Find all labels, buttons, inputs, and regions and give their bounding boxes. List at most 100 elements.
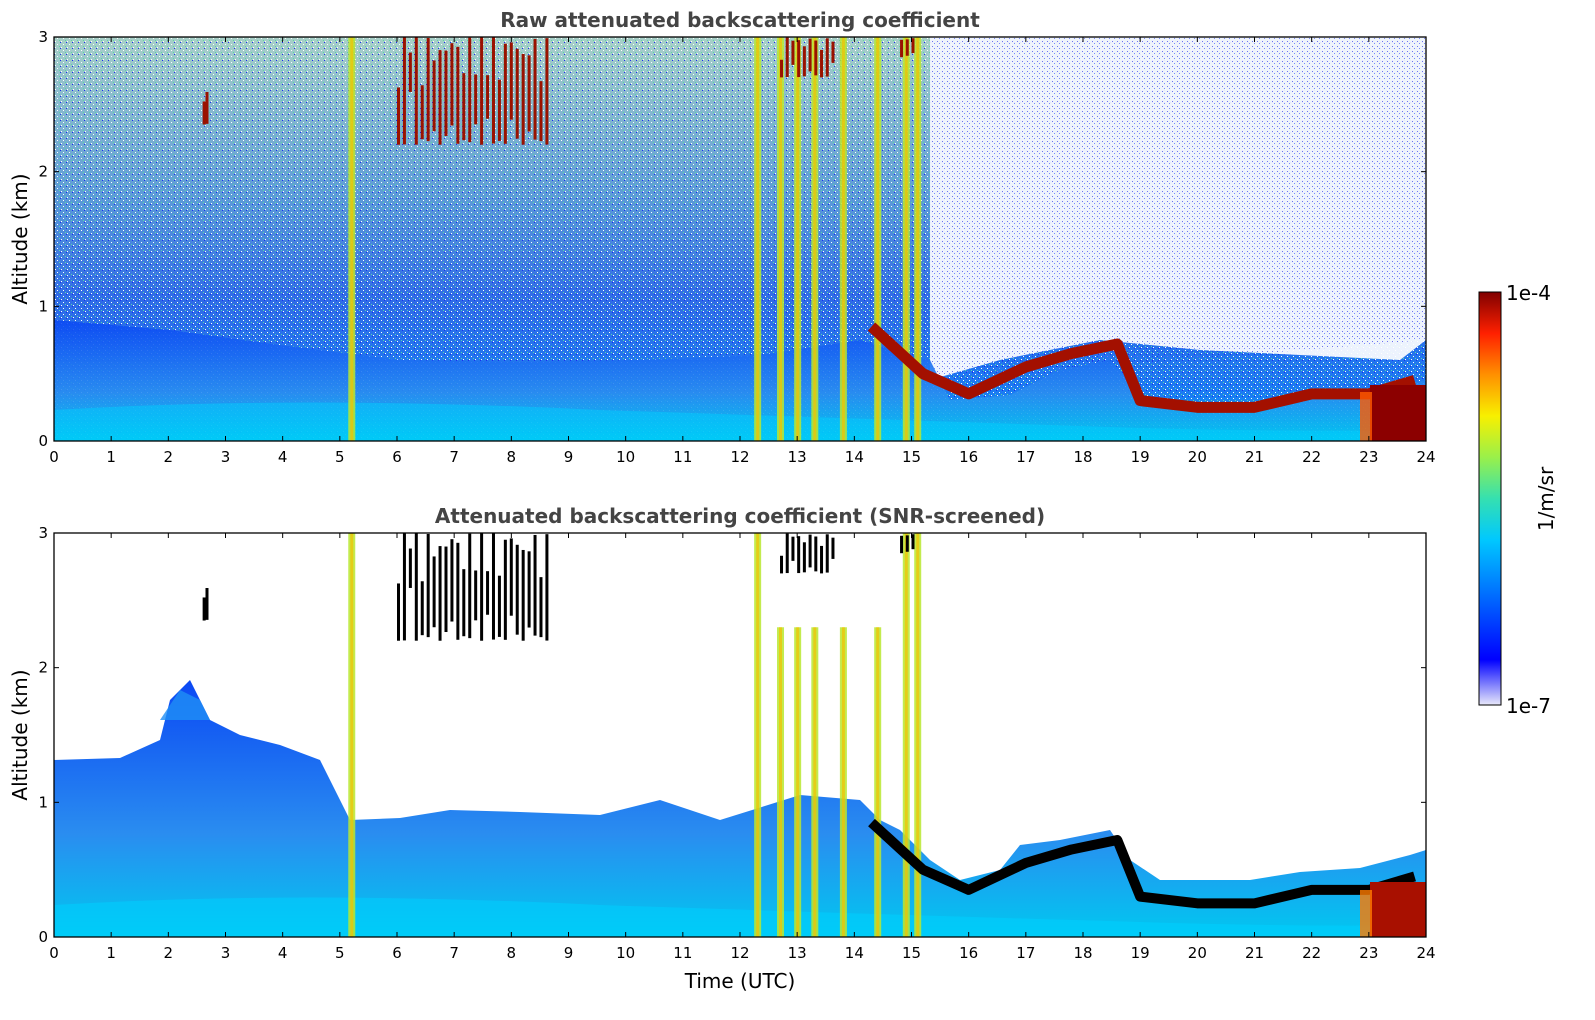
cloud-streak bbox=[825, 534, 829, 573]
cloud-streak bbox=[456, 542, 460, 640]
cloud-streak bbox=[397, 87, 400, 145]
x-tick-label: 10 bbox=[616, 944, 635, 962]
boundary-layer-top-line bbox=[868, 818, 1416, 909]
cloud-streak bbox=[456, 46, 460, 144]
cloud-streak bbox=[780, 555, 784, 574]
cloud-streak bbox=[486, 75, 490, 119]
x-tick-label: 14 bbox=[845, 448, 864, 466]
x-ticks: 0 1 2 3 4 5 6 7 8 9 10 11 12 13 14 15 16 17 18 19 20 21 22 23 24 bbox=[49, 37, 1436, 466]
raw-backscatter-panel: Raw attenuated backscattering coefficien… bbox=[8, 8, 1436, 466]
cloud-streak bbox=[420, 581, 424, 636]
x-tick-label: 21 bbox=[1245, 944, 1264, 962]
x-tick-label: 18 bbox=[1073, 944, 1092, 962]
panel-title: Raw attenuated backscattering coefficien… bbox=[500, 8, 980, 32]
x-tick-label: 8 bbox=[507, 944, 517, 962]
x-tick-label: 13 bbox=[788, 944, 807, 962]
cloud-streak bbox=[503, 43, 507, 144]
upper-cloud-fragments bbox=[202, 533, 915, 641]
upper-cloud-fragments bbox=[202, 37, 915, 145]
cloud-streak bbox=[450, 539, 454, 622]
cloud-streak bbox=[539, 577, 543, 638]
x-tick-label: 14 bbox=[845, 944, 864, 962]
x-tick-label: 17 bbox=[1016, 944, 1035, 962]
cloud-streak bbox=[527, 551, 531, 628]
x-tick-label: 8 bbox=[507, 448, 517, 466]
cloud-streak bbox=[509, 42, 513, 120]
cloud-streak bbox=[831, 41, 835, 63]
plume-core bbox=[813, 37, 817, 441]
cloud-streak bbox=[814, 40, 818, 76]
cloud-streak bbox=[515, 48, 519, 139]
x-tick-label: 0 bbox=[49, 944, 59, 962]
cloud-streak bbox=[432, 60, 436, 132]
cloud-streak bbox=[426, 37, 430, 142]
aerosol-plumes bbox=[348, 533, 922, 937]
cloud-streak bbox=[911, 38, 915, 54]
x-tick-label: 3 bbox=[221, 944, 231, 962]
y-ticks: 0 1 2 3 bbox=[38, 28, 1426, 450]
x-tick-label: 4 bbox=[278, 448, 288, 466]
cloud-streak bbox=[911, 534, 915, 550]
colorbar-gradient bbox=[1478, 291, 1502, 706]
cloud-streak bbox=[831, 537, 835, 559]
x-tick-label: 19 bbox=[1131, 944, 1150, 962]
y-tick-label: 1 bbox=[38, 297, 48, 315]
cloud-streak bbox=[202, 101, 206, 125]
plume-core bbox=[916, 533, 920, 937]
plume-core bbox=[841, 627, 845, 937]
x-tick-label: 9 bbox=[564, 448, 574, 466]
x-tick-label: 5 bbox=[335, 448, 345, 466]
x-tick-label: 10 bbox=[616, 448, 635, 466]
cloud-streak bbox=[521, 53, 525, 145]
cloud-streak bbox=[491, 37, 495, 144]
cloud-streak bbox=[462, 73, 466, 141]
x-tick-label: 2 bbox=[164, 944, 174, 962]
cloud-streak bbox=[450, 43, 454, 126]
plume-core bbox=[756, 37, 760, 441]
x-tick-label: 13 bbox=[788, 448, 807, 466]
x-tick-label: 23 bbox=[1359, 944, 1378, 962]
cloud-streak bbox=[785, 533, 789, 574]
x-tick-label: 16 bbox=[959, 944, 978, 962]
x-tick-label: 12 bbox=[730, 944, 749, 962]
x-tick-label: 18 bbox=[1073, 448, 1092, 466]
plume-core bbox=[904, 37, 908, 441]
colorbar-min-label: 1e-7 bbox=[1506, 694, 1551, 718]
cloud-streak bbox=[497, 575, 501, 637]
plume-core bbox=[916, 37, 920, 441]
cloud-streak bbox=[397, 583, 400, 641]
x-tick-label: 6 bbox=[392, 944, 402, 962]
aerosol-plumes bbox=[348, 37, 922, 441]
plume-core bbox=[350, 533, 354, 937]
cloud-streak bbox=[545, 38, 549, 145]
y-axis-label: Altitude (km) bbox=[8, 173, 32, 304]
panel-title: Attenuated backscattering coefficient (S… bbox=[435, 504, 1045, 528]
y-tick-label: 3 bbox=[38, 524, 48, 542]
cloud-streak bbox=[462, 569, 466, 637]
x-tick-label: 2 bbox=[164, 448, 174, 466]
colorbar-max-label: 1e-4 bbox=[1506, 281, 1551, 305]
x-tick-label: 4 bbox=[278, 944, 288, 962]
cloud-streak bbox=[900, 535, 904, 554]
x-tick-label: 0 bbox=[49, 448, 59, 466]
y-axis-label: Altitude (km) bbox=[8, 669, 32, 800]
x-tick-label: 7 bbox=[449, 944, 459, 962]
cloud-streak bbox=[808, 534, 812, 568]
x-ticks: 0 1 2 3 4 5 6 7 8 9 10 11 12 13 14 15 16 17 18 19 20 21 22 23 24 bbox=[49, 533, 1436, 962]
cloud-streak bbox=[820, 545, 824, 574]
y-tick-label: 0 bbox=[38, 432, 48, 450]
x-tick-label: 19 bbox=[1131, 448, 1150, 466]
plume-core bbox=[779, 37, 783, 441]
x-tick-label: 3 bbox=[221, 448, 231, 466]
cloud-streak bbox=[900, 39, 904, 58]
x-tick-label: 15 bbox=[902, 448, 921, 466]
colorbar: 1e-4 1e-7 1/m/sr bbox=[1478, 281, 1558, 718]
cloud-streak bbox=[814, 536, 818, 572]
y-tick-label: 3 bbox=[38, 28, 48, 46]
x-tick-label: 16 bbox=[959, 448, 978, 466]
cloud-streak bbox=[808, 38, 812, 72]
cloud-streak bbox=[480, 37, 484, 145]
cloud-streak bbox=[533, 534, 537, 636]
x-tick-label: 6 bbox=[392, 448, 402, 466]
cloud-streak bbox=[408, 52, 412, 92]
